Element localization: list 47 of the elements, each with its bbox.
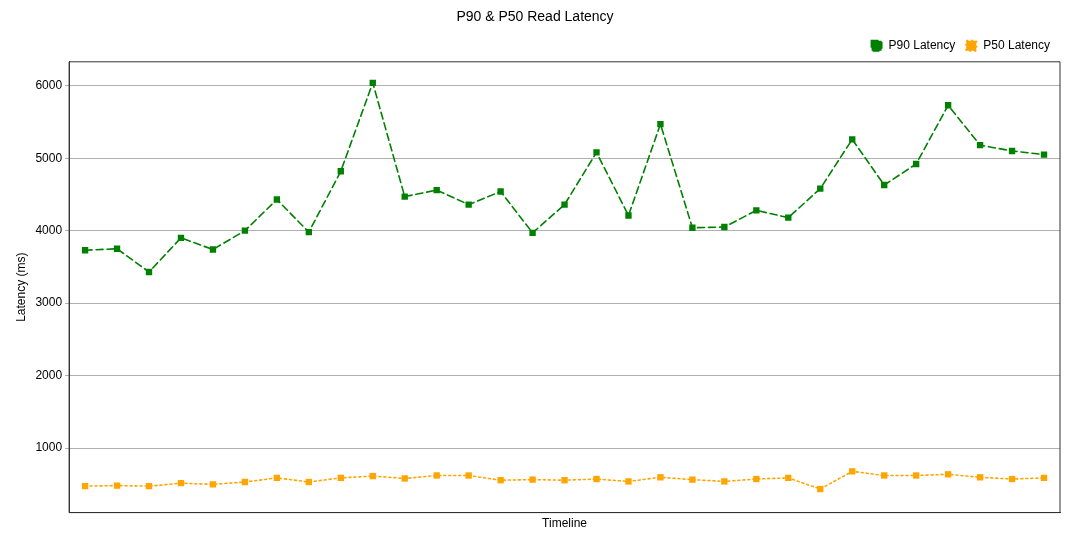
point	[753, 207, 760, 214]
point	[849, 136, 856, 143]
y-tick-label: 2000	[35, 367, 63, 382]
point	[1040, 151, 1048, 158]
point	[433, 472, 440, 479]
point	[881, 472, 888, 479]
x-axis-title: Timeline	[542, 516, 588, 531]
point	[241, 227, 249, 234]
chart-title: P90 & P50 Read Latency	[456, 8, 614, 25]
point	[497, 188, 504, 195]
point	[113, 482, 121, 489]
point	[209, 481, 217, 488]
y-tick-label: 3000	[35, 295, 63, 310]
y-tick-label: 1000	[35, 440, 63, 455]
point	[753, 475, 760, 483]
point	[401, 475, 408, 482]
point	[625, 212, 632, 219]
y-tick-label: 5000	[35, 150, 63, 165]
point	[785, 214, 792, 221]
point	[849, 468, 856, 475]
point	[273, 196, 281, 203]
point	[689, 476, 696, 483]
point	[721, 478, 728, 485]
point	[912, 472, 920, 479]
point	[561, 201, 568, 208]
legend-label: P50 Latency	[983, 38, 1050, 53]
point	[529, 229, 536, 237]
point	[529, 476, 536, 483]
point	[465, 201, 472, 208]
point	[689, 224, 696, 231]
y-tick-label: 6000	[35, 78, 63, 93]
point	[593, 475, 600, 483]
point	[657, 474, 664, 481]
point	[465, 472, 472, 479]
point	[817, 185, 824, 192]
point	[209, 246, 217, 253]
point	[625, 478, 632, 485]
point	[657, 120, 664, 128]
point	[561, 477, 568, 484]
y-tick-label: 4000	[35, 222, 63, 237]
point	[497, 477, 504, 484]
point	[944, 471, 952, 478]
legend-label: P90 Latency	[888, 38, 956, 53]
point	[593, 149, 600, 156]
y-axis-title: Latency (ms)	[13, 252, 28, 322]
point	[721, 223, 728, 231]
point	[401, 193, 408, 200]
